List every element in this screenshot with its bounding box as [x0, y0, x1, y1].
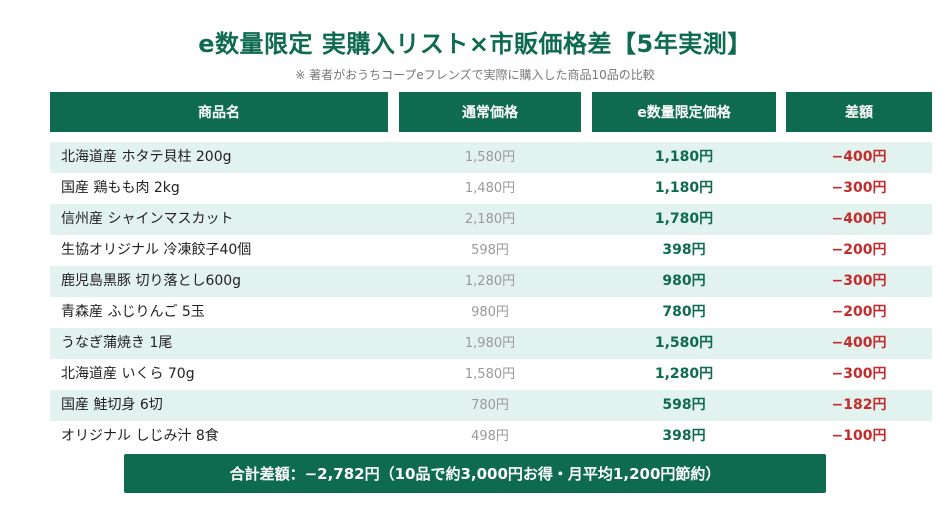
comparison-table-body: 北海道産 ホタテ貝柱 200g 1,580円 1,180円 −400円 国産 鶏…: [50, 142, 932, 452]
difference-cell: −182円: [831, 397, 887, 413]
limited-price-cell: 1,180円: [654, 180, 714, 196]
regular-price-cell: 1,580円: [464, 367, 516, 382]
product-name-cell: 北海道産 いくら 70g: [61, 366, 195, 382]
limited-price-cell: 1,280円: [654, 366, 714, 382]
table-row: 北海道産 いくら 70g 1,580円 1,280円 −300円: [50, 359, 932, 390]
table-row: 生協オリジナル 冷凍餃子40個 598円 398円 −200円: [50, 235, 932, 266]
limited-price-cell: 598円: [662, 397, 706, 413]
difference-cell: −400円: [831, 149, 887, 165]
difference-cell: −200円: [831, 242, 887, 258]
column-header-regular-price: 通常価格: [399, 92, 581, 132]
difference-cell: −100円: [831, 428, 887, 444]
product-name-cell: 青森産 ふじりんご 5玉: [61, 304, 205, 320]
table-row: 国産 鶏もも肉 2kg 1,480円 1,180円 −300円: [50, 173, 932, 204]
limited-price-cell: 398円: [662, 428, 706, 444]
column-header-name: 商品名: [50, 92, 388, 132]
page-title: e数量限定 実購入リスト×市販価格差【5年実測】: [198, 30, 752, 58]
product-name-cell: 国産 鮭切身 6切: [61, 397, 163, 413]
table-row: うなぎ蒲焼き 1尾 1,980円 1,580円 −400円: [50, 328, 932, 359]
product-name-cell: 鹿児島黒豚 切り落とし600g: [61, 273, 242, 289]
product-name-cell: 信州産 シャインマスカット: [61, 211, 234, 227]
table-row: 信州産 シャインマスカット 2,180円 1,780円 −400円: [50, 204, 932, 235]
column-header-difference: 差額: [786, 92, 932, 132]
regular-price-cell: 1,480円: [464, 181, 516, 196]
table-row: オリジナル しじみ汁 8食 498円 398円 −100円: [50, 421, 932, 452]
regular-price-cell: 1,980円: [464, 336, 516, 351]
difference-cell: −400円: [831, 335, 887, 351]
regular-price-cell: 598円: [471, 243, 509, 258]
regular-price-cell: 498円: [471, 429, 509, 444]
product-name-cell: 国産 鶏もも肉 2kg: [61, 180, 180, 196]
limited-price-cell: 398円: [662, 242, 706, 258]
difference-cell: −400円: [831, 211, 887, 227]
page-subtitle: ※ 著者がおうちコープeフレンズで実際に購入した商品10品の比較: [295, 68, 655, 82]
regular-price-cell: 1,280円: [464, 274, 516, 289]
difference-cell: −300円: [831, 366, 887, 382]
regular-price-cell: 1,580円: [464, 150, 516, 165]
limited-price-cell: 780円: [662, 304, 706, 320]
table-row: 青森産 ふじりんご 5玉 980円 780円 −200円: [50, 297, 932, 328]
limited-price-cell: 980円: [662, 273, 706, 289]
total-savings-banner: 合計差額：−2,782円（10品で約3,000円お得・月平均1,200円節約）: [124, 454, 826, 493]
regular-price-cell: 2,180円: [464, 212, 516, 227]
product-name-cell: うなぎ蒲焼き 1尾: [61, 335, 173, 351]
column-header-limited-price: e数量限定価格: [592, 92, 776, 132]
table-row: 鹿児島黒豚 切り落とし600g 1,280円 980円 −300円: [50, 266, 932, 297]
regular-price-cell: 980円: [471, 305, 509, 320]
product-name-cell: オリジナル しじみ汁 8食: [61, 428, 219, 444]
table-row: 国産 鮭切身 6切 780円 598円 −182円: [50, 390, 932, 421]
difference-cell: −200円: [831, 304, 887, 320]
limited-price-cell: 1,780円: [654, 211, 714, 227]
product-name-cell: 生協オリジナル 冷凍餃子40個: [61, 242, 252, 258]
table-row: 北海道産 ホタテ貝柱 200g 1,580円 1,180円 −400円: [50, 142, 932, 173]
regular-price-cell: 780円: [471, 398, 509, 413]
limited-price-cell: 1,180円: [654, 149, 714, 165]
limited-price-cell: 1,580円: [654, 335, 714, 351]
product-name-cell: 北海道産 ホタテ貝柱 200g: [61, 149, 232, 165]
difference-cell: −300円: [831, 273, 887, 289]
difference-cell: −300円: [831, 180, 887, 196]
